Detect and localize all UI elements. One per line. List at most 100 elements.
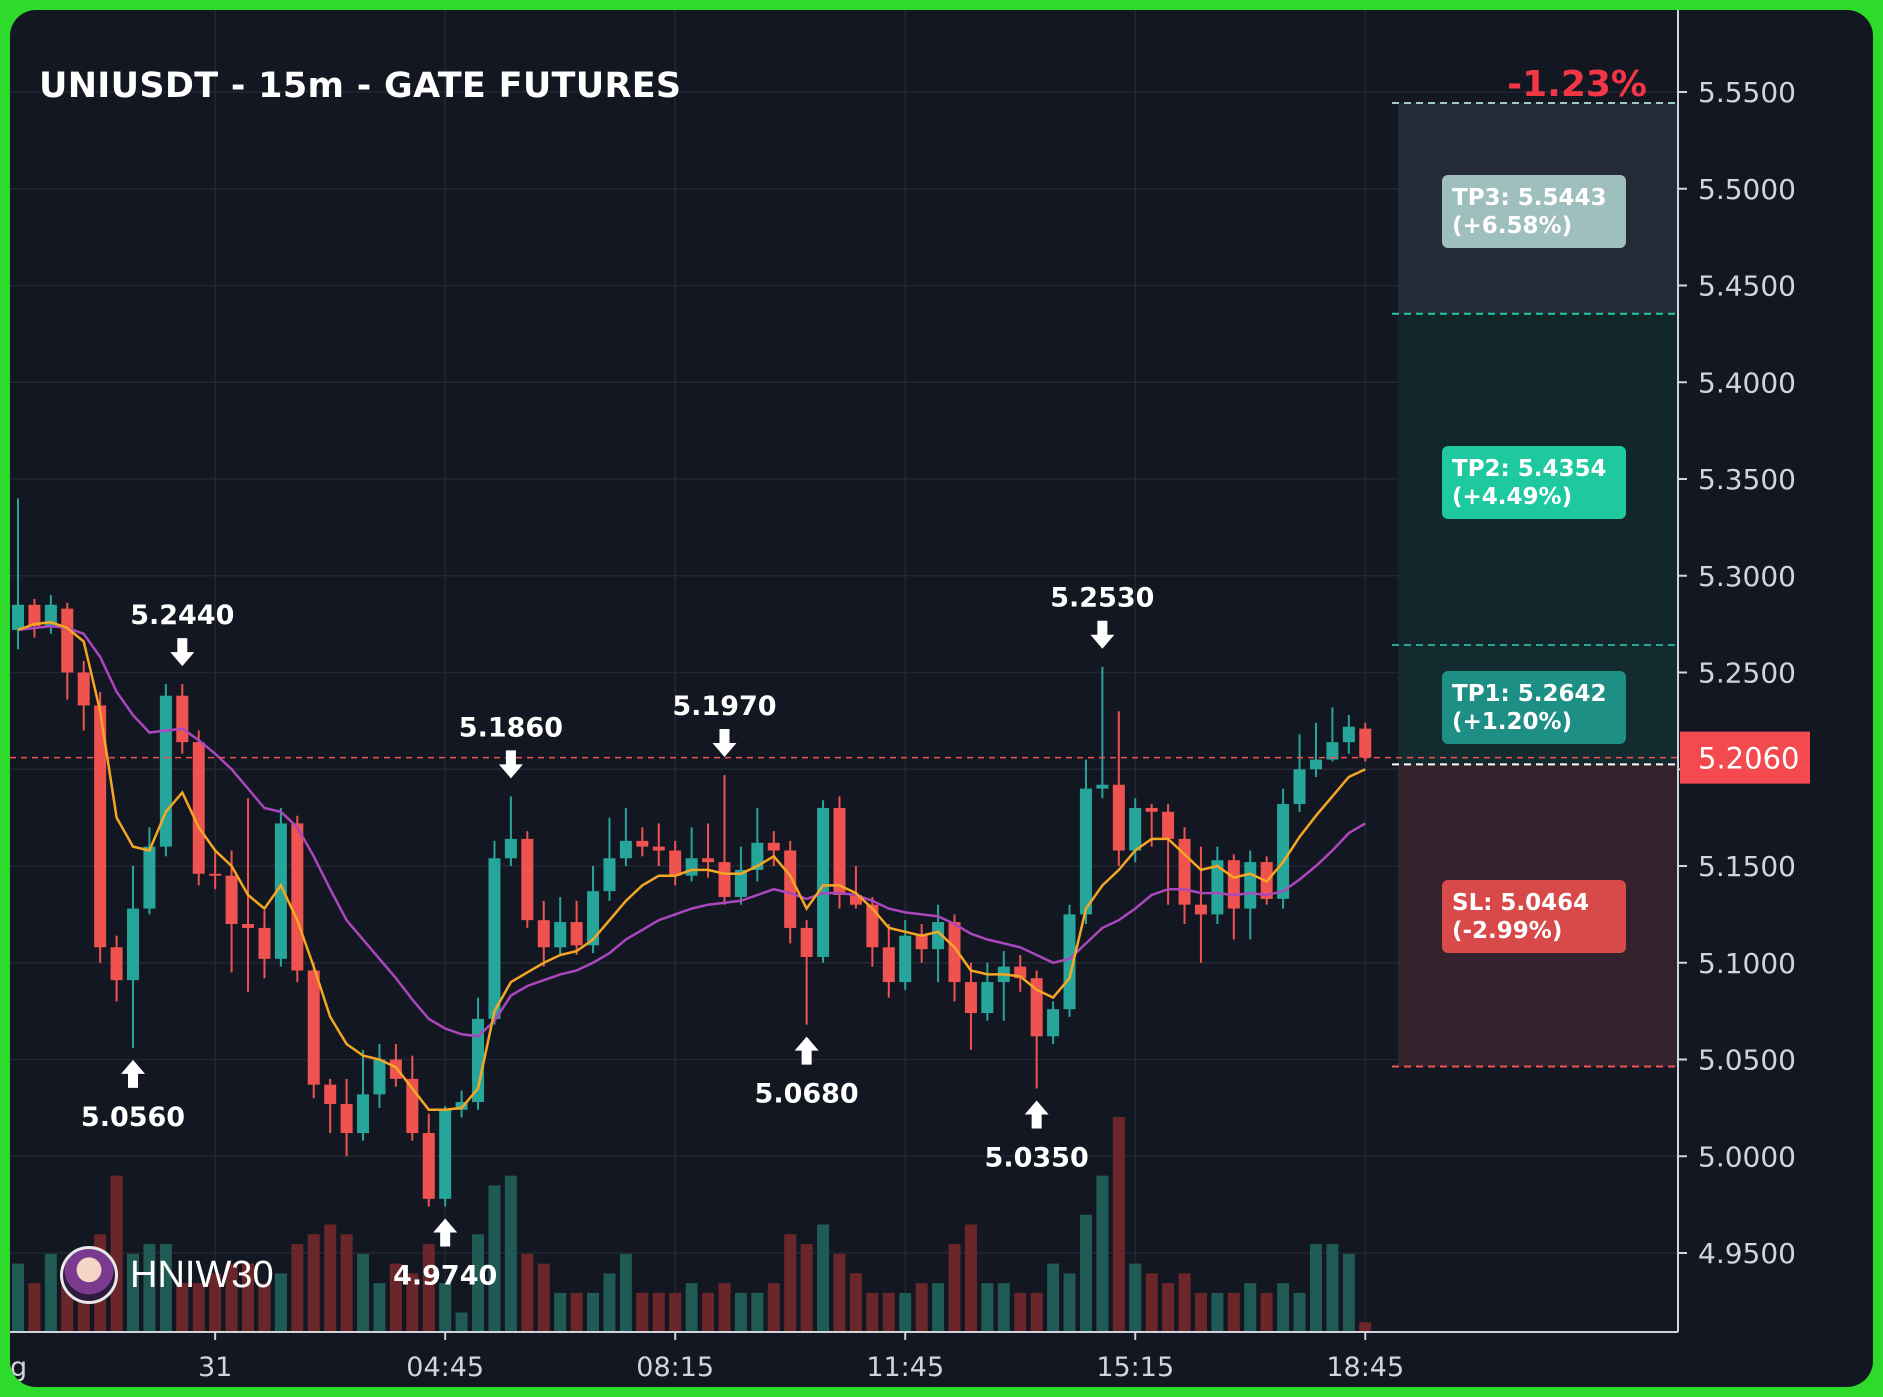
- price-axis[interactable]: 5.5500 5.5000 5.4500 5.4000 5.3500 5.3000 5.25…: [1677, 10, 1810, 1332]
- time-tick-label: 11:45: [866, 1352, 944, 1383]
- candle-body: [948, 922, 961, 983]
- grid: [10, 10, 1678, 1332]
- volume-bar: [324, 1224, 337, 1332]
- volume-bar: [669, 1292, 682, 1332]
- current-price-label: 5.2060: [1698, 742, 1799, 776]
- price-tick-label: 5.0000: [1698, 1140, 1796, 1173]
- annotation-label: 5.2440: [130, 600, 234, 631]
- arrow-up-icon: [794, 1036, 819, 1065]
- candle-body: [324, 1084, 337, 1105]
- candle-body: [225, 875, 238, 925]
- volume-bar: [734, 1292, 747, 1332]
- candle-body: [357, 1094, 370, 1134]
- time-tick-label: 08:15: [636, 1352, 714, 1383]
- arrow-up-icon: [433, 1218, 458, 1247]
- arrow-up-icon: [1024, 1100, 1049, 1129]
- candle-body: [455, 1102, 468, 1110]
- volume-bar: [307, 1234, 320, 1332]
- time-tick-label: 31: [198, 1352, 232, 1383]
- tp2-label-pct: (+4.49%): [1452, 484, 1572, 510]
- candle-body: [1162, 811, 1175, 839]
- candle-body: [964, 982, 977, 1014]
- volume-bar: [176, 1283, 189, 1332]
- price-tick-label: 5.5000: [1698, 173, 1796, 206]
- candle-body: [209, 873, 222, 876]
- tp2-label-price: TP2: 5.4354: [1452, 456, 1607, 482]
- candle-body: [866, 904, 879, 948]
- candle-body: [176, 695, 189, 743]
- ema-fast-line: [17, 620, 1366, 1112]
- tp3-label-price: TP3: 5.5443: [1452, 185, 1607, 211]
- zone-labels: TP3: 5.5443(+6.58%)TP2: 5.4354(+4.49%)TP…: [1442, 175, 1626, 953]
- volume-bar: [570, 1292, 583, 1332]
- volume-bar: [1211, 1292, 1224, 1332]
- volume-bar: [44, 1253, 57, 1332]
- volume-bar: [242, 1263, 255, 1332]
- time-tick-label: 15:15: [1096, 1352, 1174, 1383]
- volume-bar: [899, 1292, 912, 1332]
- volume-bar: [488, 1185, 501, 1332]
- volume-bar: [274, 1273, 287, 1332]
- candle-body: [833, 807, 846, 896]
- candle-body: [192, 742, 205, 874]
- time-axis[interactable]: 31 04:45 08:15 11:45 15:15 18:45 g: [10, 1331, 1678, 1383]
- candle-body: [981, 982, 994, 1014]
- candle-body: [882, 947, 895, 983]
- candle-body: [488, 858, 501, 1019]
- volume-bar: [225, 1263, 238, 1332]
- tp1-label-pct: (+1.20%): [1452, 709, 1572, 735]
- price-tick-label: 5.2500: [1698, 657, 1796, 690]
- candle-body: [784, 850, 797, 928]
- volume-bar: [1096, 1175, 1109, 1332]
- candle-body: [307, 970, 320, 1085]
- volume-bars: [12, 1117, 1372, 1332]
- ema-slow-line: [17, 624, 1366, 1038]
- time-tick-label: 04:45: [406, 1352, 484, 1383]
- candle-body: [28, 604, 41, 627]
- arrow-down-icon: [498, 750, 523, 779]
- volume-bar: [258, 1283, 271, 1332]
- sl-label-price: SL: 5.0464: [1452, 890, 1589, 916]
- price-tick-label: 5.1000: [1698, 947, 1796, 980]
- candle-body: [422, 1133, 435, 1199]
- volume-bar: [964, 1224, 977, 1332]
- annotation-label: 5.1860: [459, 712, 563, 743]
- candle-body: [373, 1059, 386, 1095]
- candle-body: [619, 840, 632, 859]
- candle-body: [817, 807, 830, 957]
- avatar: [60, 1246, 118, 1304]
- candlestick-chart[interactable]: 5.0560 5.2440 4.9740 5.1860 5.1970 5.0680 5.03…: [10, 10, 1873, 1387]
- candle-body: [127, 908, 140, 981]
- annotation-5.0350: 5.0350: [985, 1100, 1089, 1174]
- candle-body: [800, 927, 813, 957]
- sl-label-box: [1442, 880, 1626, 953]
- volume-bar: [784, 1234, 797, 1332]
- annotation-label: 5.2530: [1050, 583, 1154, 614]
- volume-bar: [1293, 1292, 1306, 1332]
- candle-body: [718, 862, 731, 897]
- tp3-label-pct: (+6.58%): [1452, 213, 1572, 239]
- volume-bar: [1260, 1292, 1273, 1332]
- watermark-name: HNIW30: [130, 1253, 274, 1296]
- candle-body: [77, 672, 90, 706]
- volume-bar: [915, 1283, 928, 1332]
- candle-body: [1063, 914, 1076, 1010]
- candle-body: [439, 1109, 452, 1199]
- volume-bar: [1079, 1214, 1092, 1332]
- candle-body: [570, 922, 583, 946]
- candle-body: [1014, 966, 1027, 979]
- volume-bar: [537, 1263, 550, 1332]
- chart-title: UNIUSDT - 15m - GATE FUTURES: [39, 66, 682, 106]
- volume-bar: [1145, 1273, 1158, 1332]
- annotation-label: 5.0680: [755, 1079, 859, 1110]
- candle-body: [915, 935, 928, 950]
- volume-bar: [619, 1253, 632, 1332]
- volume-bar: [751, 1292, 764, 1332]
- annotations: 5.0560 5.2440 4.9740 5.1860 5.1970 5.0680 5.03…: [81, 583, 1155, 1292]
- candle-body: [1309, 759, 1322, 770]
- candle-body: [110, 947, 123, 981]
- candle-body: [767, 842, 780, 851]
- candle-body: [587, 891, 600, 946]
- candle-body: [1244, 862, 1257, 909]
- arrow-down-icon: [712, 729, 737, 758]
